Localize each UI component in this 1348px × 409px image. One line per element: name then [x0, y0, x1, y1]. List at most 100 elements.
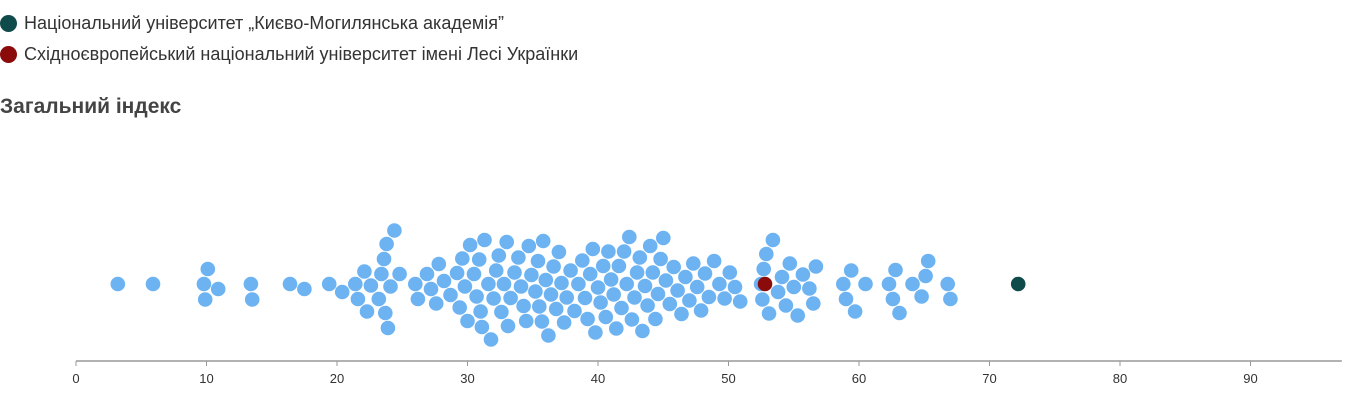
- data-point[interactable]: [321, 276, 337, 292]
- data-point[interactable]: [535, 233, 551, 249]
- data-point[interactable]: [940, 276, 955, 292]
- data-point[interactable]: [756, 261, 771, 277]
- data-point[interactable]: [244, 292, 260, 307]
- data-point[interactable]: [521, 238, 537, 254]
- data-point[interactable]: [197, 292, 213, 307]
- legend-item-lesya-ukrainka[interactable]: Східноєвропейський національний універси…: [0, 39, 578, 70]
- data-point[interactable]: [507, 265, 522, 280]
- data-point[interactable]: [662, 296, 678, 312]
- data-point[interactable]: [670, 283, 685, 298]
- data-point[interactable]: [428, 296, 444, 311]
- data-point[interactable]: [546, 259, 561, 274]
- data-point[interactable]: [802, 281, 817, 296]
- data-point[interactable]: [943, 291, 958, 307]
- data-point[interactable]: [513, 279, 529, 294]
- data-point[interactable]: [548, 301, 564, 317]
- data-point[interactable]: [518, 313, 534, 329]
- data-point[interactable]: [693, 303, 709, 318]
- data-point[interactable]: [836, 276, 851, 292]
- data-point[interactable]: [392, 266, 407, 282]
- data-point[interactable]: [491, 248, 507, 263]
- data-point[interactable]: [616, 244, 632, 259]
- data-point[interactable]: [614, 300, 629, 316]
- data-point[interactable]: [449, 265, 465, 281]
- data-point[interactable]: [782, 256, 798, 271]
- data-point[interactable]: [577, 290, 593, 306]
- data-point[interactable]: [790, 308, 805, 323]
- data-point[interactable]: [847, 304, 863, 319]
- data-point[interactable]: [629, 265, 645, 280]
- data-point[interactable]: [795, 267, 811, 282]
- data-point[interactable]: [282, 276, 298, 292]
- data-point[interactable]: [598, 309, 614, 325]
- data-point[interactable]: [554, 275, 569, 291]
- data-point[interactable]: [674, 306, 689, 322]
- data-point[interactable]: [511, 250, 526, 265]
- data-point[interactable]: [658, 273, 674, 288]
- data-point[interactable]: [778, 298, 794, 313]
- data-point[interactable]: [905, 276, 920, 292]
- data-point[interactable]: [563, 263, 578, 278]
- data-point[interactable]: [645, 265, 661, 280]
- data-point[interactable]: [759, 246, 774, 262]
- data-point[interactable]: [488, 263, 504, 278]
- data-point[interactable]: [387, 223, 402, 238]
- data-point[interactable]: [808, 259, 824, 274]
- legend-item-kyiv-mohyla[interactable]: Національний університет „Києво-Могилянс…: [0, 8, 578, 39]
- data-point[interactable]: [423, 281, 439, 297]
- data-point[interactable]: [297, 281, 312, 297]
- data-point[interactable]: [717, 291, 732, 306]
- data-point[interactable]: [524, 267, 539, 283]
- data-point[interactable]: [606, 287, 621, 302]
- data-point[interactable]: [603, 272, 619, 287]
- data-point[interactable]: [656, 230, 671, 246]
- data-point[interactable]: [559, 290, 574, 305]
- data-point[interactable]: [419, 266, 435, 282]
- data-point-lesya-ukrainka[interactable]: [757, 276, 773, 292]
- data-point[interactable]: [474, 319, 490, 335]
- data-point[interactable]: [378, 305, 393, 321]
- data-point[interactable]: [516, 298, 531, 314]
- data-point[interactable]: [619, 276, 634, 292]
- data-point[interactable]: [528, 284, 543, 299]
- data-point[interactable]: [650, 286, 666, 302]
- data-point[interactable]: [595, 258, 611, 274]
- data-point[interactable]: [410, 291, 426, 307]
- data-point[interactable]: [761, 306, 777, 321]
- data-point[interactable]: [408, 276, 423, 292]
- data-point[interactable]: [494, 304, 509, 320]
- data-point[interactable]: [888, 262, 903, 278]
- data-point-kyiv-mohyla[interactable]: [1010, 276, 1026, 292]
- data-point[interactable]: [431, 256, 447, 272]
- data-point[interactable]: [858, 276, 873, 292]
- data-point[interactable]: [477, 232, 492, 248]
- data-point[interactable]: [452, 300, 468, 315]
- data-point[interactable]: [706, 253, 722, 269]
- data-point[interactable]: [571, 276, 586, 292]
- data-point[interactable]: [350, 291, 366, 307]
- data-point[interactable]: [210, 281, 226, 297]
- data-point[interactable]: [499, 234, 514, 250]
- data-point[interactable]: [556, 315, 572, 330]
- data-point[interactable]: [462, 237, 478, 253]
- data-point[interactable]: [471, 252, 487, 267]
- data-point[interactable]: [383, 279, 398, 294]
- data-point[interactable]: [348, 276, 363, 292]
- data-point[interactable]: [686, 256, 701, 271]
- data-point[interactable]: [380, 320, 396, 336]
- data-point[interactable]: [918, 268, 933, 284]
- data-point[interactable]: [580, 311, 595, 327]
- data-point[interactable]: [624, 312, 640, 327]
- data-point[interactable]: [486, 291, 501, 306]
- data-point[interactable]: [534, 314, 550, 329]
- data-point[interactable]: [357, 264, 372, 279]
- data-point[interactable]: [755, 292, 770, 307]
- data-point[interactable]: [538, 272, 554, 288]
- data-point[interactable]: [881, 276, 897, 292]
- data-point[interactable]: [632, 250, 648, 265]
- data-point[interactable]: [697, 266, 713, 281]
- data-point[interactable]: [582, 266, 598, 282]
- data-point[interactable]: [496, 276, 512, 292]
- data-point[interactable]: [727, 279, 743, 295]
- data-point[interactable]: [635, 323, 650, 339]
